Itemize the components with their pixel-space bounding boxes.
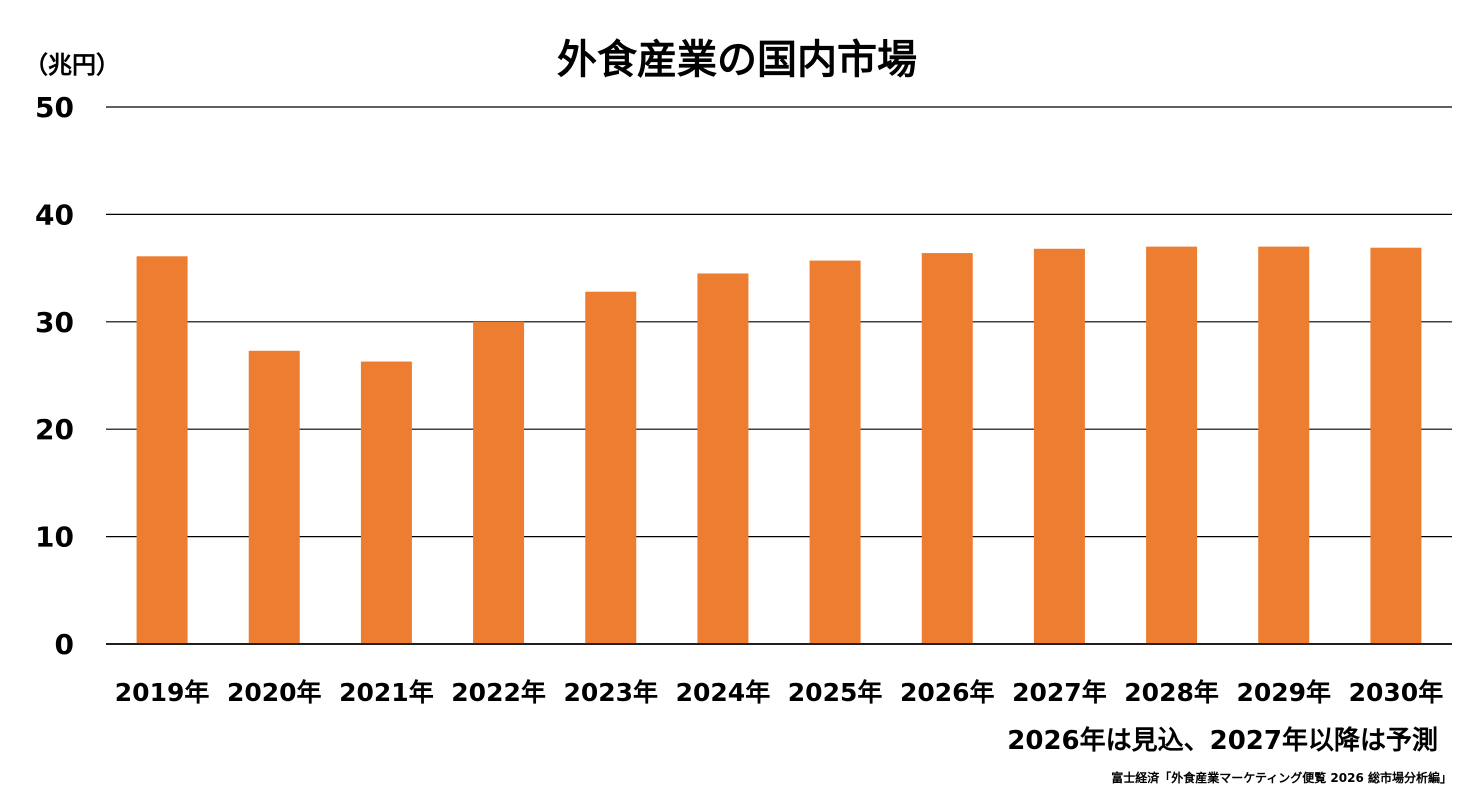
chart-title: 外食産業の国内市場 bbox=[557, 37, 917, 83]
bar bbox=[585, 291, 637, 644]
x-tick-label: 2030年 bbox=[1349, 678, 1444, 707]
x-tick-label: 2029年 bbox=[1236, 678, 1331, 707]
x-tick-label: 2024年 bbox=[676, 678, 771, 707]
bar bbox=[697, 273, 749, 644]
x-tick-label: 2022年 bbox=[451, 678, 546, 707]
x-tick-label: 2027年 bbox=[1012, 678, 1107, 707]
bar bbox=[921, 253, 973, 644]
forecast-note: 2026年は見込、2027年以降は予測 bbox=[1007, 725, 1438, 756]
y-tick-label: 10 bbox=[35, 521, 74, 554]
x-tick-label: 2020年 bbox=[227, 678, 322, 707]
y-tick-label: 0 bbox=[55, 628, 74, 661]
bar bbox=[136, 256, 188, 644]
y-tick-label: 50 bbox=[35, 91, 74, 124]
x-tick-label: 2021年 bbox=[339, 678, 434, 707]
bar bbox=[809, 260, 861, 644]
x-tick-label: 2019年 bbox=[115, 678, 210, 707]
bar bbox=[1370, 247, 1422, 644]
bar bbox=[473, 321, 525, 644]
x-tick-label: 2025年 bbox=[788, 678, 883, 707]
source-credit: 富士経済「外食産業マーケティング便覧 2026 総市場分析編」 bbox=[1111, 770, 1452, 785]
x-tick-label: 2026年 bbox=[900, 678, 995, 707]
bar bbox=[248, 350, 300, 644]
x-tick-label: 2023年 bbox=[563, 678, 658, 707]
bar bbox=[1033, 248, 1085, 644]
gridlines bbox=[106, 106, 1452, 645]
x-axis-ticks: 2019年 2020年 2021年 2022年 2023年 2024年 2025年 2026年… bbox=[115, 678, 1443, 707]
y-axis-ticks: 0 10 20 30 40 50 bbox=[35, 91, 74, 661]
y-tick-label: 20 bbox=[35, 413, 74, 446]
y-axis-unit-label: （兆円） bbox=[24, 51, 120, 79]
y-tick-label: 30 bbox=[35, 306, 74, 339]
y-tick-label: 40 bbox=[35, 198, 74, 231]
bar bbox=[1258, 246, 1310, 644]
bar bbox=[1146, 246, 1198, 644]
x-tick-label: 2028年 bbox=[1124, 678, 1219, 707]
bar bbox=[360, 361, 412, 644]
bars bbox=[136, 246, 1422, 644]
